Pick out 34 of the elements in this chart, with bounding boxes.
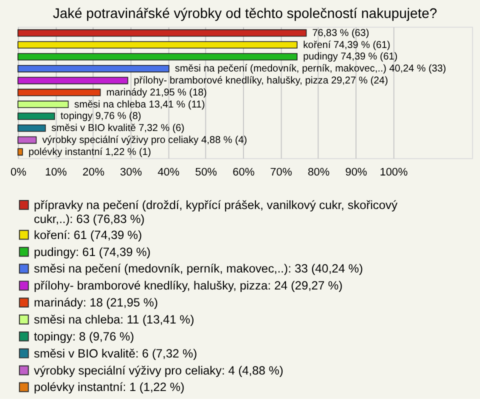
x-tick-label: 50% [195, 166, 218, 179]
legend-label: marinády: 18 (21,95 %) [34, 296, 158, 310]
chart-title: Jaké potravinářské výrobky od těchto společností nakupujete? [52, 4, 438, 21]
legend-label: topingy: 8 (9,76 %) [34, 329, 134, 344]
x-tick-label: 60% [232, 166, 255, 179]
data-label: 76,83 % (63) [312, 28, 370, 39]
x-tick-label: 70% [270, 166, 292, 179]
legend-label: výrobky speciální výživy pro celiaky: 4 (4,88 %) [34, 363, 284, 378]
x-tick-label: 20% [82, 166, 105, 179]
data-label: přílohy- bramborové knedlíky, halušky, pizza 29,27 % (24) [134, 76, 388, 87]
data-label: koření 74,39 % (61) [303, 40, 390, 51]
x-tick-label: 30% [120, 166, 142, 179]
x-tick-label: 0% [10, 166, 27, 179]
legend-label: směsi na chleba: 11 (13,41 %) [34, 312, 194, 326]
data-label: topingy 9,76 % (8) [60, 111, 142, 122]
data-label: směsi na pečení (medovník, perník, makovec,..) 40,24 % (33) [174, 64, 446, 75]
legend-label: přípravky na pečení (droždí, kypřící prášek, vanilkový cukr, skořicový cukr,..): 63 (76,83 %) [34, 198, 398, 226]
legend-label: koření: 61 (74,39 %) [34, 228, 142, 242]
x-tick-label: 10% [45, 166, 68, 179]
data-label: výrobky speciální výživy pro celiaky 4,88 % (4) [42, 135, 248, 146]
x-tick-label: 100% [380, 166, 408, 179]
data-label: pudingy 74,39 % (61) [303, 52, 398, 63]
legend-label: pudingy: 61 (74,39 %) [34, 244, 151, 259]
legend-label: směsi v BIO kvalitě: 6 (7,32 %) [34, 346, 198, 360]
data-label: směsi v BIO kvalitě 7,32 % (6) [51, 123, 184, 134]
data-label: směsi na chleba 13,41 % (11) [74, 99, 205, 110]
data-label: polévky instantní 1,22 % (1) [28, 146, 152, 158]
legend-label: přílohy- bramborové knedlíky, halušky, pizza: 24 (29,27 %) [34, 278, 343, 293]
legend-label: směsi na pečení (medovník, perník, makovec,..): 33 (40,24 %) [34, 262, 363, 276]
x-tick-label: 40% [158, 166, 180, 179]
x-tick-label: 80% [308, 166, 330, 179]
legend-label: polévky instantní: 1 (1,22 %) [34, 380, 185, 394]
x-tick-label: 90% [345, 166, 368, 179]
data-label: marinády 21,95 % (18) [106, 87, 207, 98]
